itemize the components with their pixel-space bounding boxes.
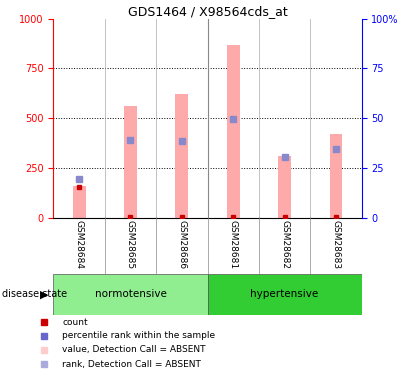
Text: GSM28683: GSM28683	[332, 220, 340, 269]
Title: GDS1464 / X98564cds_at: GDS1464 / X98564cds_at	[128, 4, 287, 18]
Text: count: count	[62, 318, 88, 327]
FancyBboxPatch shape	[53, 274, 208, 315]
Text: GSM28685: GSM28685	[126, 220, 135, 269]
Text: disease state: disease state	[2, 290, 67, 299]
FancyBboxPatch shape	[208, 274, 362, 315]
Text: GSM28686: GSM28686	[178, 220, 186, 269]
Bar	[227, 45, 240, 218]
Text: rank, Detection Call = ABSENT: rank, Detection Call = ABSENT	[62, 360, 201, 369]
Bar	[124, 106, 137, 218]
Text: normotensive: normotensive	[95, 290, 166, 299]
Text: GSM28681: GSM28681	[229, 220, 238, 269]
Bar	[330, 134, 342, 218]
Bar	[278, 156, 291, 218]
Text: GSM28684: GSM28684	[75, 220, 83, 269]
Text: hypertensive: hypertensive	[250, 290, 319, 299]
Text: value, Detection Call = ABSENT: value, Detection Call = ABSENT	[62, 345, 206, 354]
Bar	[175, 94, 188, 218]
Bar	[73, 186, 85, 218]
Text: percentile rank within the sample: percentile rank within the sample	[62, 332, 216, 340]
Text: ▶: ▶	[40, 290, 49, 299]
Text: GSM28682: GSM28682	[280, 220, 289, 269]
